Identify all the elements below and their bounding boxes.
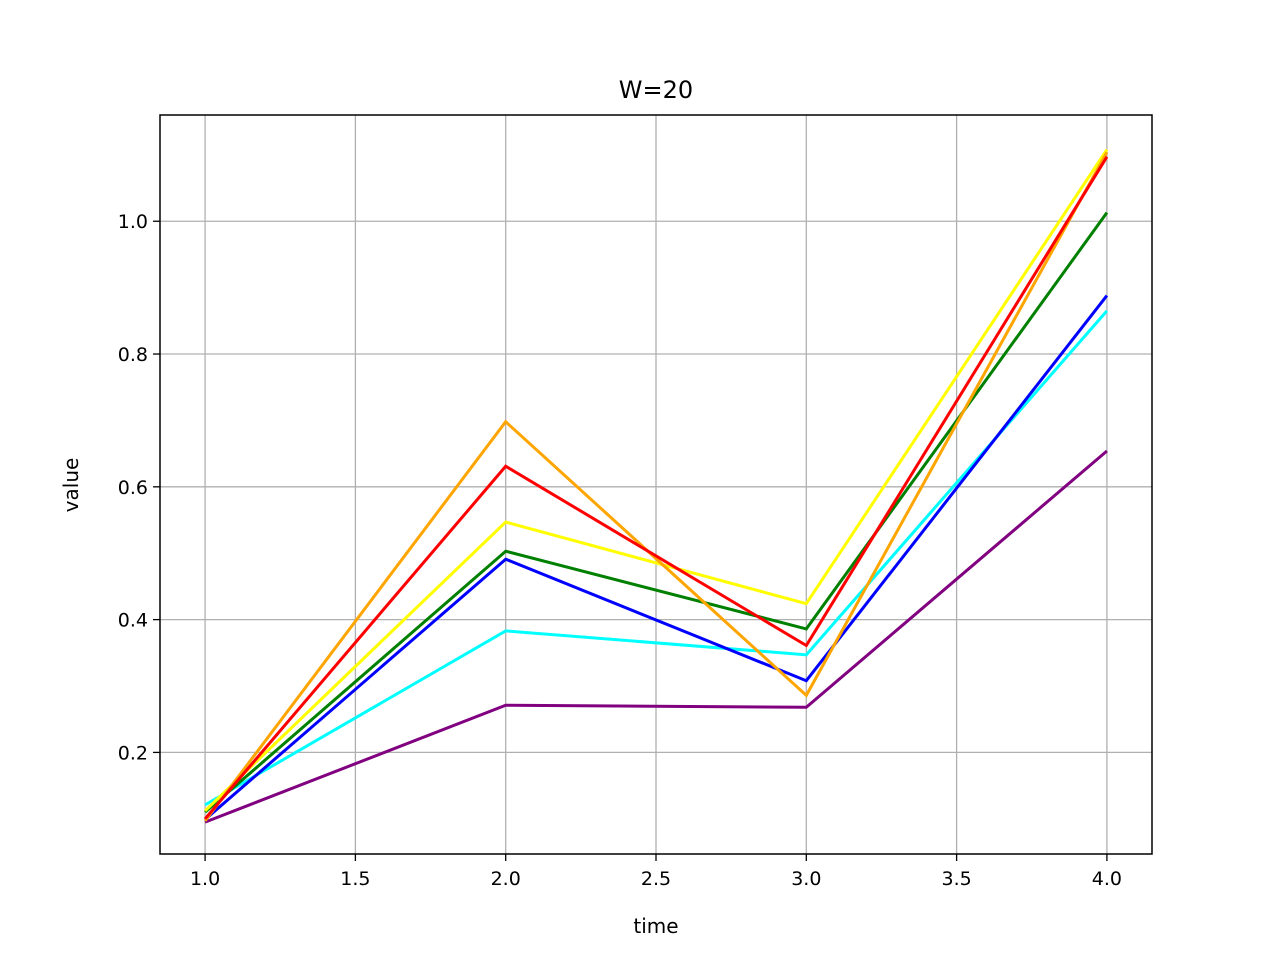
y-axis-label: value [59,458,83,513]
x-tick-label: 4.0 [1092,868,1122,890]
chart-title: W=20 [619,76,693,104]
y-tick-label: 0.2 [118,742,148,764]
x-tick-label: 1.5 [340,868,370,890]
series-line-purple [204,449,1108,824]
series-line-orange [203,151,1109,822]
y-tick-label: 0.8 [118,344,148,366]
ticks: 1.0 1.5 2.0 2.5 3.0 3.5 4.0 0.2 0.4 0.6 0.8 1.0 [118,211,1122,890]
grid [160,115,1152,854]
x-tick-label: 3.5 [941,868,971,890]
x-tick-label: 1.0 [190,868,220,890]
x-axis-label: time [633,914,678,938]
x-tick-label: 3.0 [791,868,821,890]
series-line-blue [204,294,1109,821]
x-tick-label: 2.5 [641,868,671,890]
series-line-cyan [204,309,1109,807]
y-tick-label: 1.0 [118,211,148,233]
y-tick-label: 0.6 [118,477,148,499]
series-line-yellow [204,148,1109,812]
y-tick-label: 0.4 [118,610,148,632]
series-layer [203,148,1109,824]
x-tick-label: 2.0 [491,868,521,890]
series-line-red [203,156,1109,820]
